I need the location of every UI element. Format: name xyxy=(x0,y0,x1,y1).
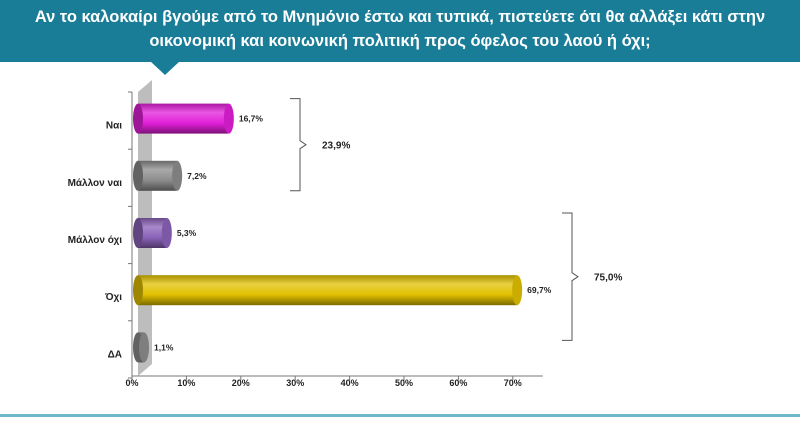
bar-5 xyxy=(133,332,149,363)
bar-3 xyxy=(133,218,172,248)
category-label: Ναι xyxy=(106,121,122,132)
bottom-divider xyxy=(0,414,800,417)
x-tick-label: 50% xyxy=(395,378,413,388)
x-tick-label: 40% xyxy=(341,378,359,388)
chart-title: Αν το καλοκαίρι βγούμε από το Μνημόνιο έ… xyxy=(34,8,766,50)
category-label: ΔΑ xyxy=(108,349,122,360)
category-label: Μάλλον όχι xyxy=(68,235,122,246)
group-total-label: 23,9% xyxy=(322,141,350,152)
group-bracket xyxy=(290,98,307,192)
value-label: 7,2% xyxy=(187,171,207,181)
value-label: 16,7% xyxy=(239,114,264,124)
x-tick-label: 70% xyxy=(504,378,522,388)
x-tick-label: 0% xyxy=(125,378,138,388)
bar-4 xyxy=(133,275,523,306)
category-label: Μάλλον ναι xyxy=(68,178,123,189)
bar-2 xyxy=(133,160,183,191)
banner-pointer xyxy=(150,61,180,75)
x-tick-label: 30% xyxy=(286,378,304,388)
value-label: 1,1% xyxy=(154,342,174,352)
value-label: 69,7% xyxy=(527,285,552,295)
group-total-label: 75,0% xyxy=(594,273,622,284)
bar-1 xyxy=(133,103,234,134)
x-tick-label: 20% xyxy=(232,378,250,388)
x-tick-label: 60% xyxy=(449,378,467,388)
category-label: Όχι xyxy=(104,292,122,303)
value-label: 5,3% xyxy=(177,228,197,238)
title-banner xyxy=(0,0,800,62)
x-tick-label: 10% xyxy=(177,378,195,388)
group-bracket xyxy=(562,212,579,341)
